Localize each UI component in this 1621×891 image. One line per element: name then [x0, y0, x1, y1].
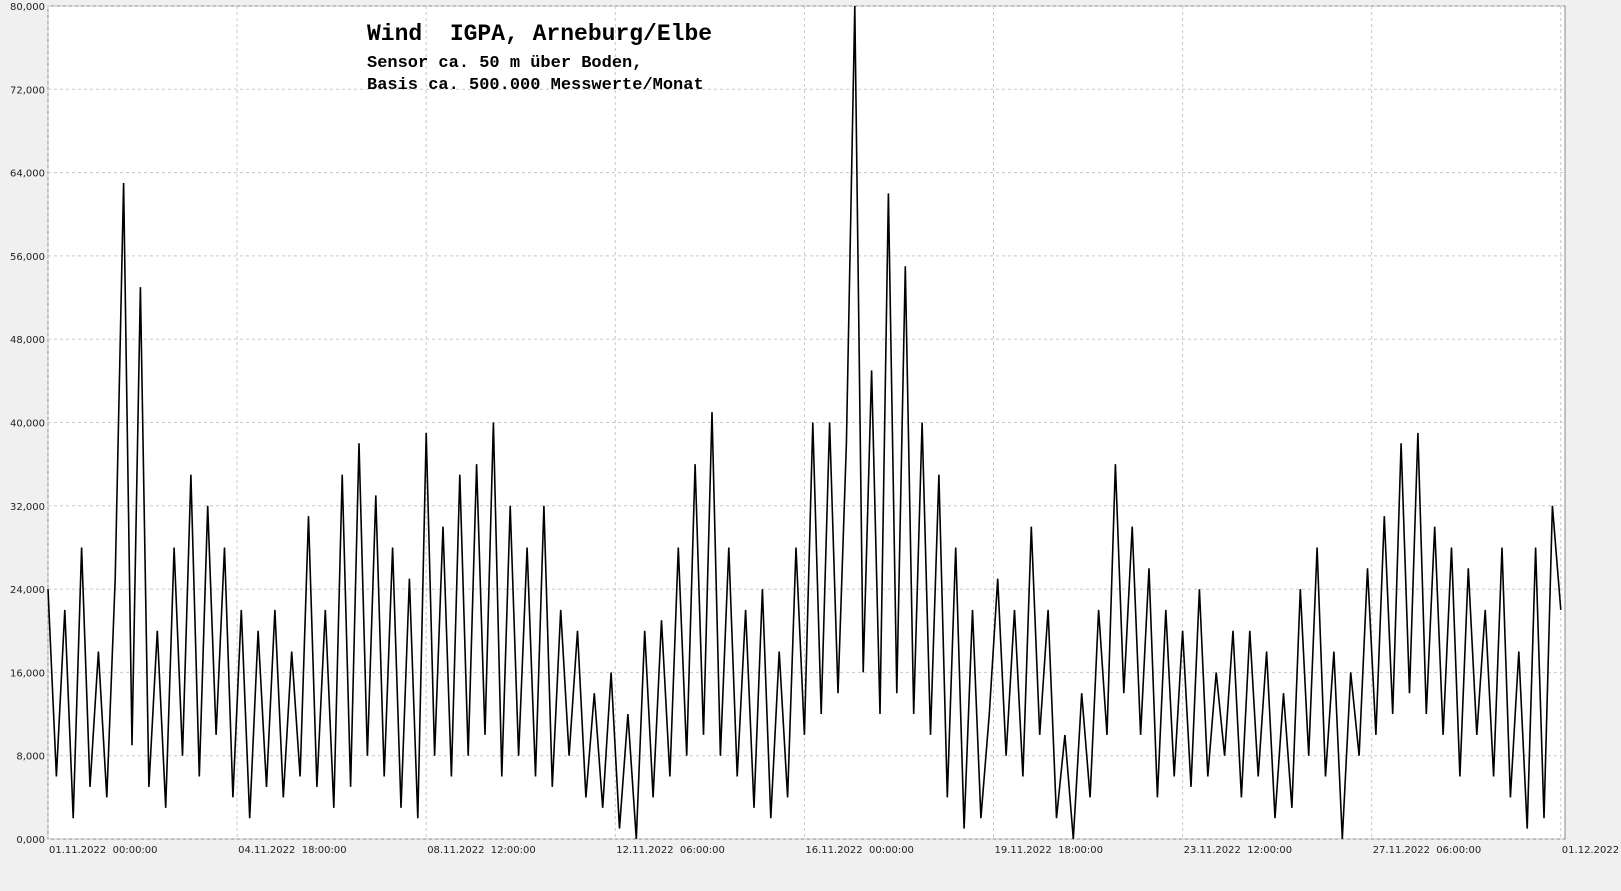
y-tick-label: 80,000 [10, 2, 45, 13]
y-tick-label: 8,000 [16, 752, 45, 763]
x-tick-label: 23.11.2022 12:00:00 [1184, 845, 1293, 856]
x-tick-label: 08.11.2022 12:00:00 [427, 845, 536, 856]
x-tick-label: 16.11.2022 00:00:00 [805, 845, 914, 856]
data-line [47, 5, 1562, 840]
y-tick-label: 64,000 [10, 169, 45, 180]
y-tick-label: 56,000 [10, 252, 45, 263]
y-tick-label: 48,000 [10, 335, 45, 346]
x-tick-label: 19.11.2022 18:00:00 [994, 845, 1103, 856]
x-tick-label: 27.11.2022 06:00:00 [1373, 845, 1482, 856]
chart-subtitle: Basis ca. 500.000 Messwerte/Monat [367, 76, 704, 95]
y-tick-label: 72,000 [10, 85, 45, 96]
y-tick-label: 0,000 [16, 835, 45, 846]
x-tick-label: 01.12.2022 00:00:00 [1562, 845, 1621, 856]
marks [47, 5, 1562, 840]
x-tick-label: 12.11.2022 06:00:00 [616, 845, 725, 856]
y-tick-label: 16,000 [10, 668, 45, 679]
x-tick-label: 01.11.2022 00:00:00 [49, 845, 158, 856]
y-tick-label: 24,000 [10, 585, 45, 596]
y-tick-label: 32,000 [10, 502, 45, 513]
chart-subtitle: Sensor ca. 50 m über Boden, [367, 54, 642, 73]
y-tick-label: 40,000 [10, 419, 45, 430]
x-tick-label: 04.11.2022 18:00:00 [238, 845, 347, 856]
chart-title: Wind IGPA, Arneburg/Elbe [367, 21, 712, 47]
